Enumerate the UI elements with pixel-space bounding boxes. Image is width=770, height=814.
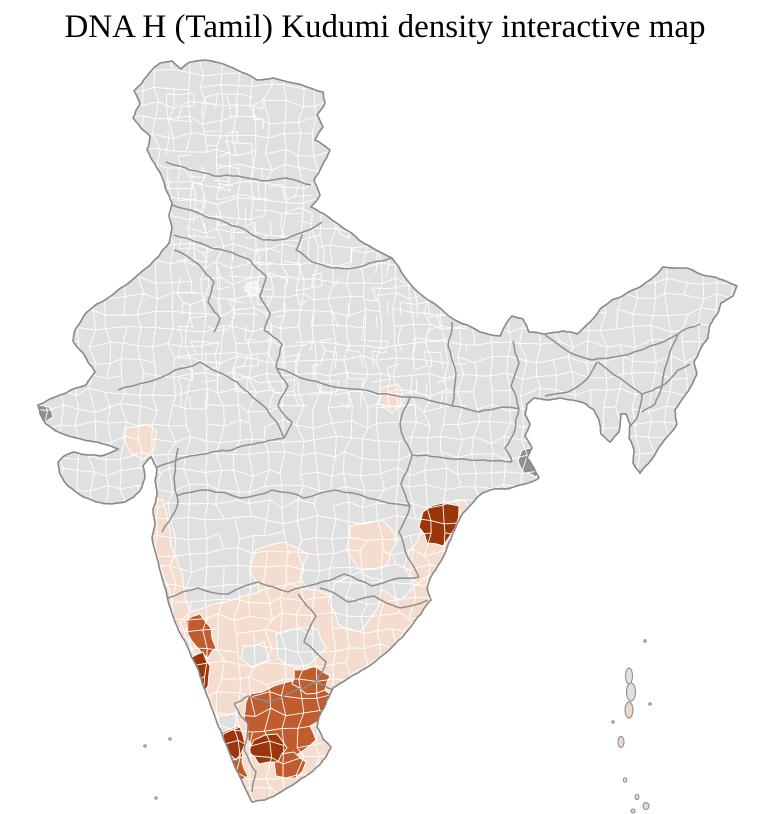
island[interactable] xyxy=(630,808,636,814)
island[interactable] xyxy=(611,720,615,724)
region-bangalore-gap[interactable] xyxy=(240,641,271,669)
island[interactable] xyxy=(154,796,158,800)
page-title: DNA H (Tamil) Kudumi density interactive… xyxy=(64,9,706,45)
coastline xyxy=(37,59,739,803)
density-regions xyxy=(38,280,544,802)
island[interactable] xyxy=(624,701,634,719)
island[interactable] xyxy=(168,737,172,741)
island[interactable] xyxy=(642,802,650,810)
region-rayalaseema-gap[interactable] xyxy=(327,571,383,633)
state-borders xyxy=(117,161,701,793)
island[interactable] xyxy=(634,794,640,800)
island[interactable] xyxy=(622,777,628,783)
region-coastal-karnataka[interactable] xyxy=(185,613,217,659)
island[interactable] xyxy=(625,667,633,685)
island[interactable] xyxy=(143,744,147,748)
island[interactable] xyxy=(626,682,636,702)
island[interactable] xyxy=(617,736,625,748)
island[interactable] xyxy=(648,702,652,706)
island[interactable] xyxy=(643,639,647,643)
island-districts xyxy=(143,639,652,814)
